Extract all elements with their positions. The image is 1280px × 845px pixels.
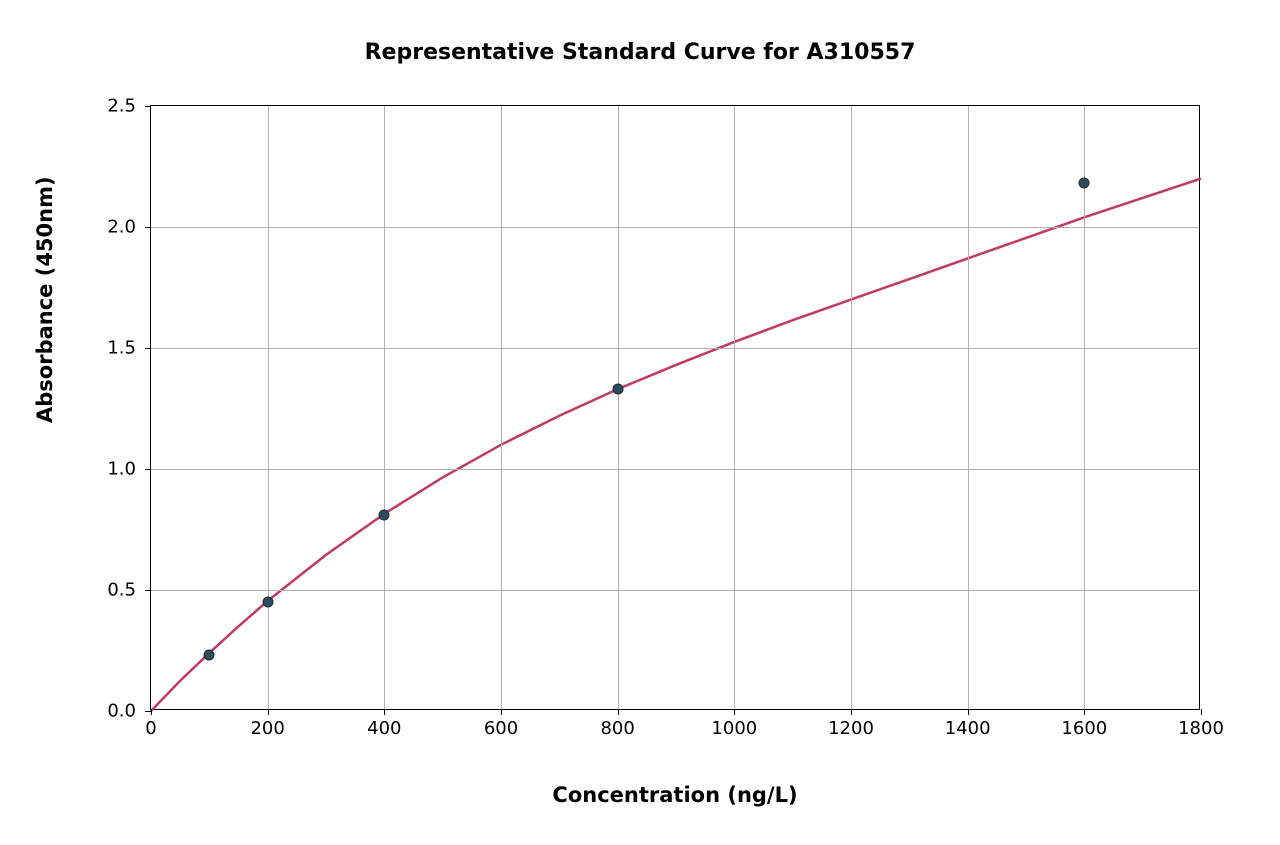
grid-line-vertical	[618, 106, 619, 709]
x-tick-label: 1400	[945, 718, 991, 739]
y-tick	[145, 227, 151, 228]
grid-line-vertical	[968, 106, 969, 709]
grid-line-vertical	[384, 106, 385, 709]
x-tick	[734, 709, 735, 715]
y-axis-label: Absorbance (450nm)	[33, 176, 57, 423]
grid-line-horizontal	[151, 348, 1199, 349]
x-tick	[151, 709, 152, 715]
y-tick	[145, 711, 151, 712]
y-tick	[145, 469, 151, 470]
x-tick-label: 400	[367, 718, 401, 739]
y-tick-label: 1.5	[107, 338, 136, 359]
data-point	[612, 384, 623, 395]
x-tick-label: 1200	[828, 718, 874, 739]
x-tick	[501, 709, 502, 715]
grid-line-vertical	[268, 106, 269, 709]
data-point	[262, 597, 273, 608]
grid-line-vertical	[1084, 106, 1085, 709]
x-tick	[618, 709, 619, 715]
y-tick	[145, 348, 151, 349]
x-tick-label: 0	[145, 718, 156, 739]
x-tick-label: 1600	[1061, 718, 1107, 739]
x-tick	[851, 709, 852, 715]
grid-line-horizontal	[151, 469, 1199, 470]
x-tick	[384, 709, 385, 715]
y-tick	[145, 590, 151, 591]
y-tick-label: 2.0	[107, 217, 136, 238]
grid-line-vertical	[851, 106, 852, 709]
grid-line-vertical	[501, 106, 502, 709]
data-point	[1079, 178, 1090, 189]
x-axis-label: Concentration (ng/L)	[150, 783, 1200, 807]
y-tick-label: 0.5	[107, 580, 136, 601]
x-tick	[268, 709, 269, 715]
x-tick-label: 1000	[711, 718, 757, 739]
x-tick-label: 800	[600, 718, 634, 739]
chart-title: Representative Standard Curve for A31055…	[0, 40, 1280, 65]
grid-line-horizontal	[151, 227, 1199, 228]
grid-line-horizontal	[151, 590, 1199, 591]
x-tick-label: 1800	[1178, 718, 1224, 739]
x-tick-label: 600	[484, 718, 518, 739]
data-point	[379, 509, 390, 520]
plot-area: 0200400600800100012001400160018000.00.51…	[150, 105, 1200, 710]
y-tick-label: 0.0	[107, 701, 136, 722]
y-tick-label: 2.5	[107, 96, 136, 117]
y-tick	[145, 106, 151, 107]
x-tick-label: 200	[250, 718, 284, 739]
curve-line	[151, 106, 1199, 709]
x-tick	[1084, 709, 1085, 715]
x-tick	[968, 709, 969, 715]
y-tick-label: 1.0	[107, 459, 136, 480]
x-tick	[1201, 709, 1202, 715]
data-point	[204, 650, 215, 661]
grid-line-vertical	[734, 106, 735, 709]
chart-container: Representative Standard Curve for A31055…	[0, 0, 1280, 845]
